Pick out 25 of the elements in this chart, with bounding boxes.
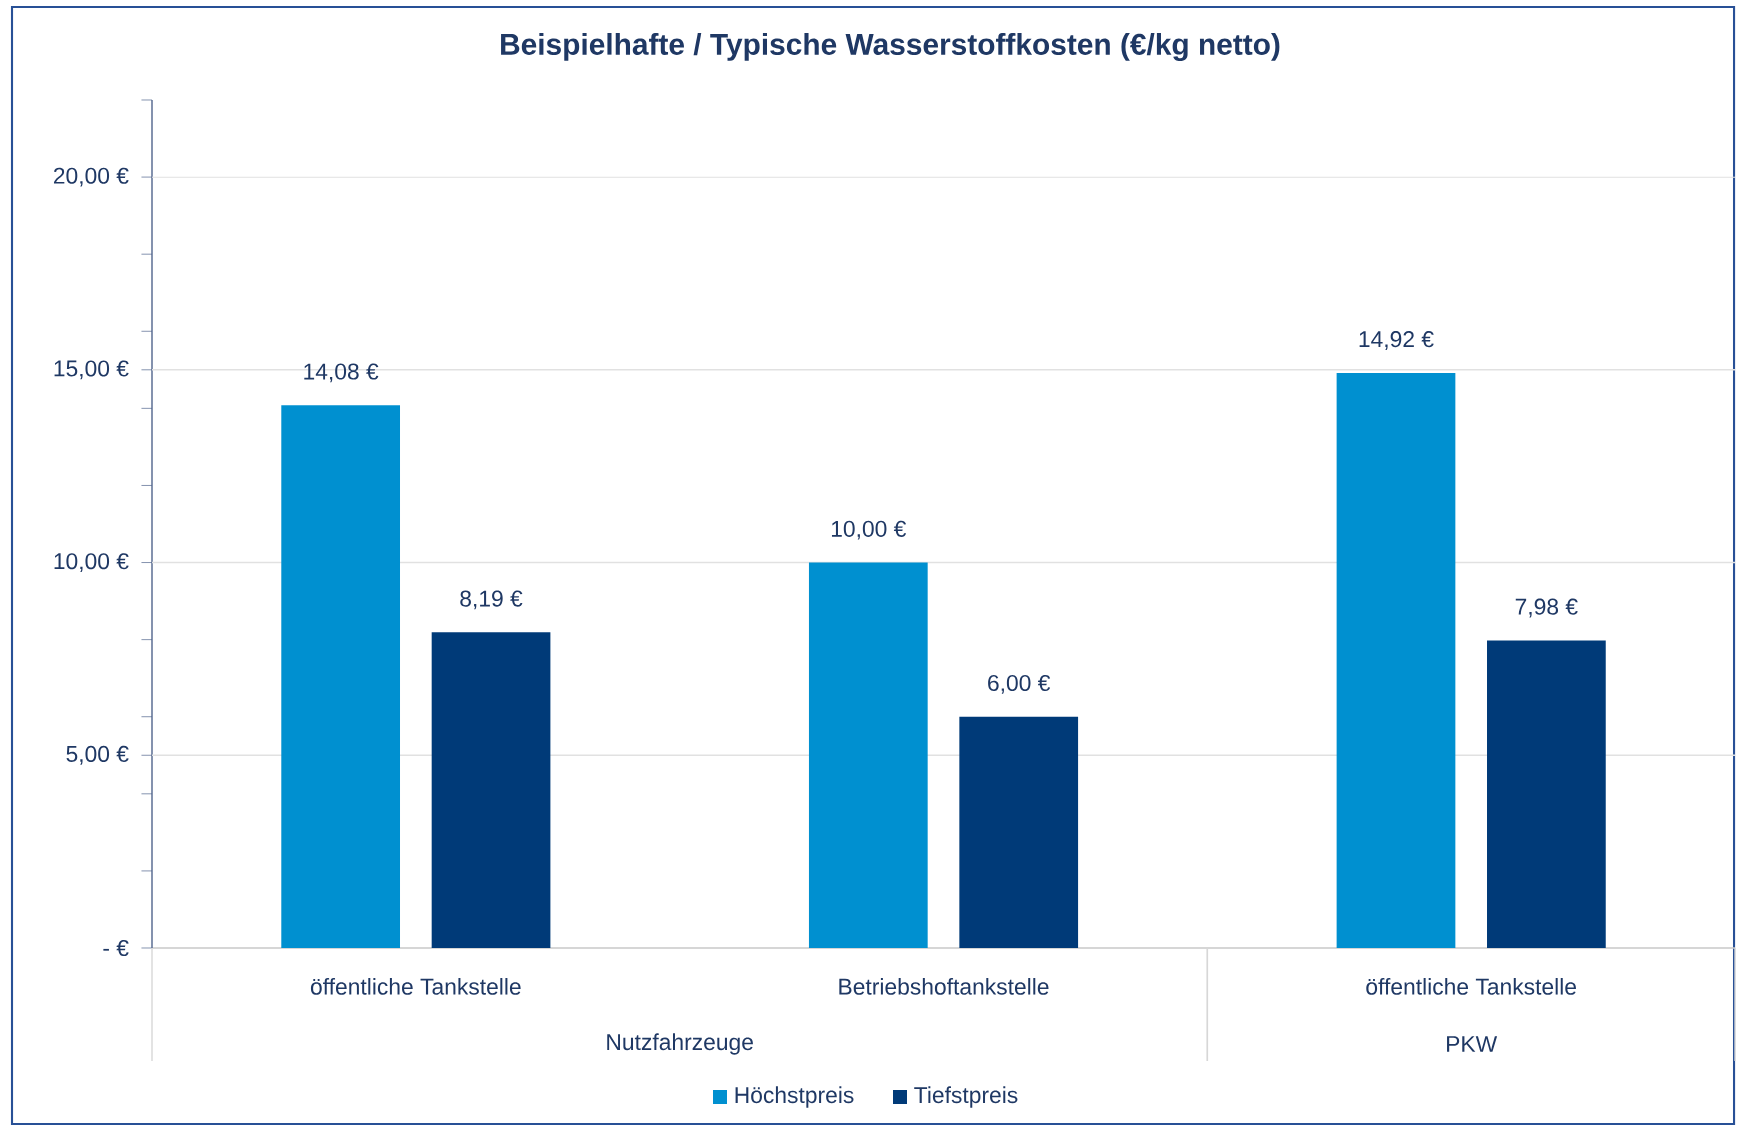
legend-label: Tiefstpreis bbox=[914, 1086, 1018, 1108]
data-label: 7,98 € bbox=[1515, 598, 1578, 618]
legend-label: Höchstpreis bbox=[735, 1086, 854, 1108]
data-label: 6,00 € bbox=[988, 674, 1051, 694]
y-tick-label: 20,00 € bbox=[53, 167, 129, 187]
bar bbox=[281, 405, 401, 948]
data-label: 8,19 € bbox=[460, 590, 523, 610]
bar bbox=[1336, 372, 1456, 948]
bar bbox=[808, 562, 928, 948]
text: Nutzfahrzeuge bbox=[607, 1033, 753, 1055]
data-label: 14,92 € bbox=[1359, 331, 1434, 350]
y-tick-label: 15,00 € bbox=[54, 360, 129, 380]
x-tick-label: öffentliche Tankstelle bbox=[1366, 978, 1576, 995]
x-tick-label: Betriebshoftankstelle bbox=[839, 978, 1049, 995]
x-tick-label: öffentliche Tankstelle bbox=[310, 978, 521, 995]
y-tick-label: 10,00 € bbox=[54, 553, 129, 572]
data-label: 10,00 € bbox=[831, 520, 907, 540]
y-tick-label: 5,00 € bbox=[66, 745, 129, 765]
chart-title: Beispielhafte / Typische Wasserstoffkosten (€/kg netto) bbox=[501, 32, 1280, 61]
bar bbox=[959, 716, 1079, 948]
bar bbox=[431, 632, 551, 948]
data-label: 14,08 € bbox=[304, 363, 379, 383]
text: PKW bbox=[1447, 1036, 1498, 1052]
bar bbox=[1487, 640, 1606, 948]
y-tick-label: - € bbox=[103, 939, 129, 957]
